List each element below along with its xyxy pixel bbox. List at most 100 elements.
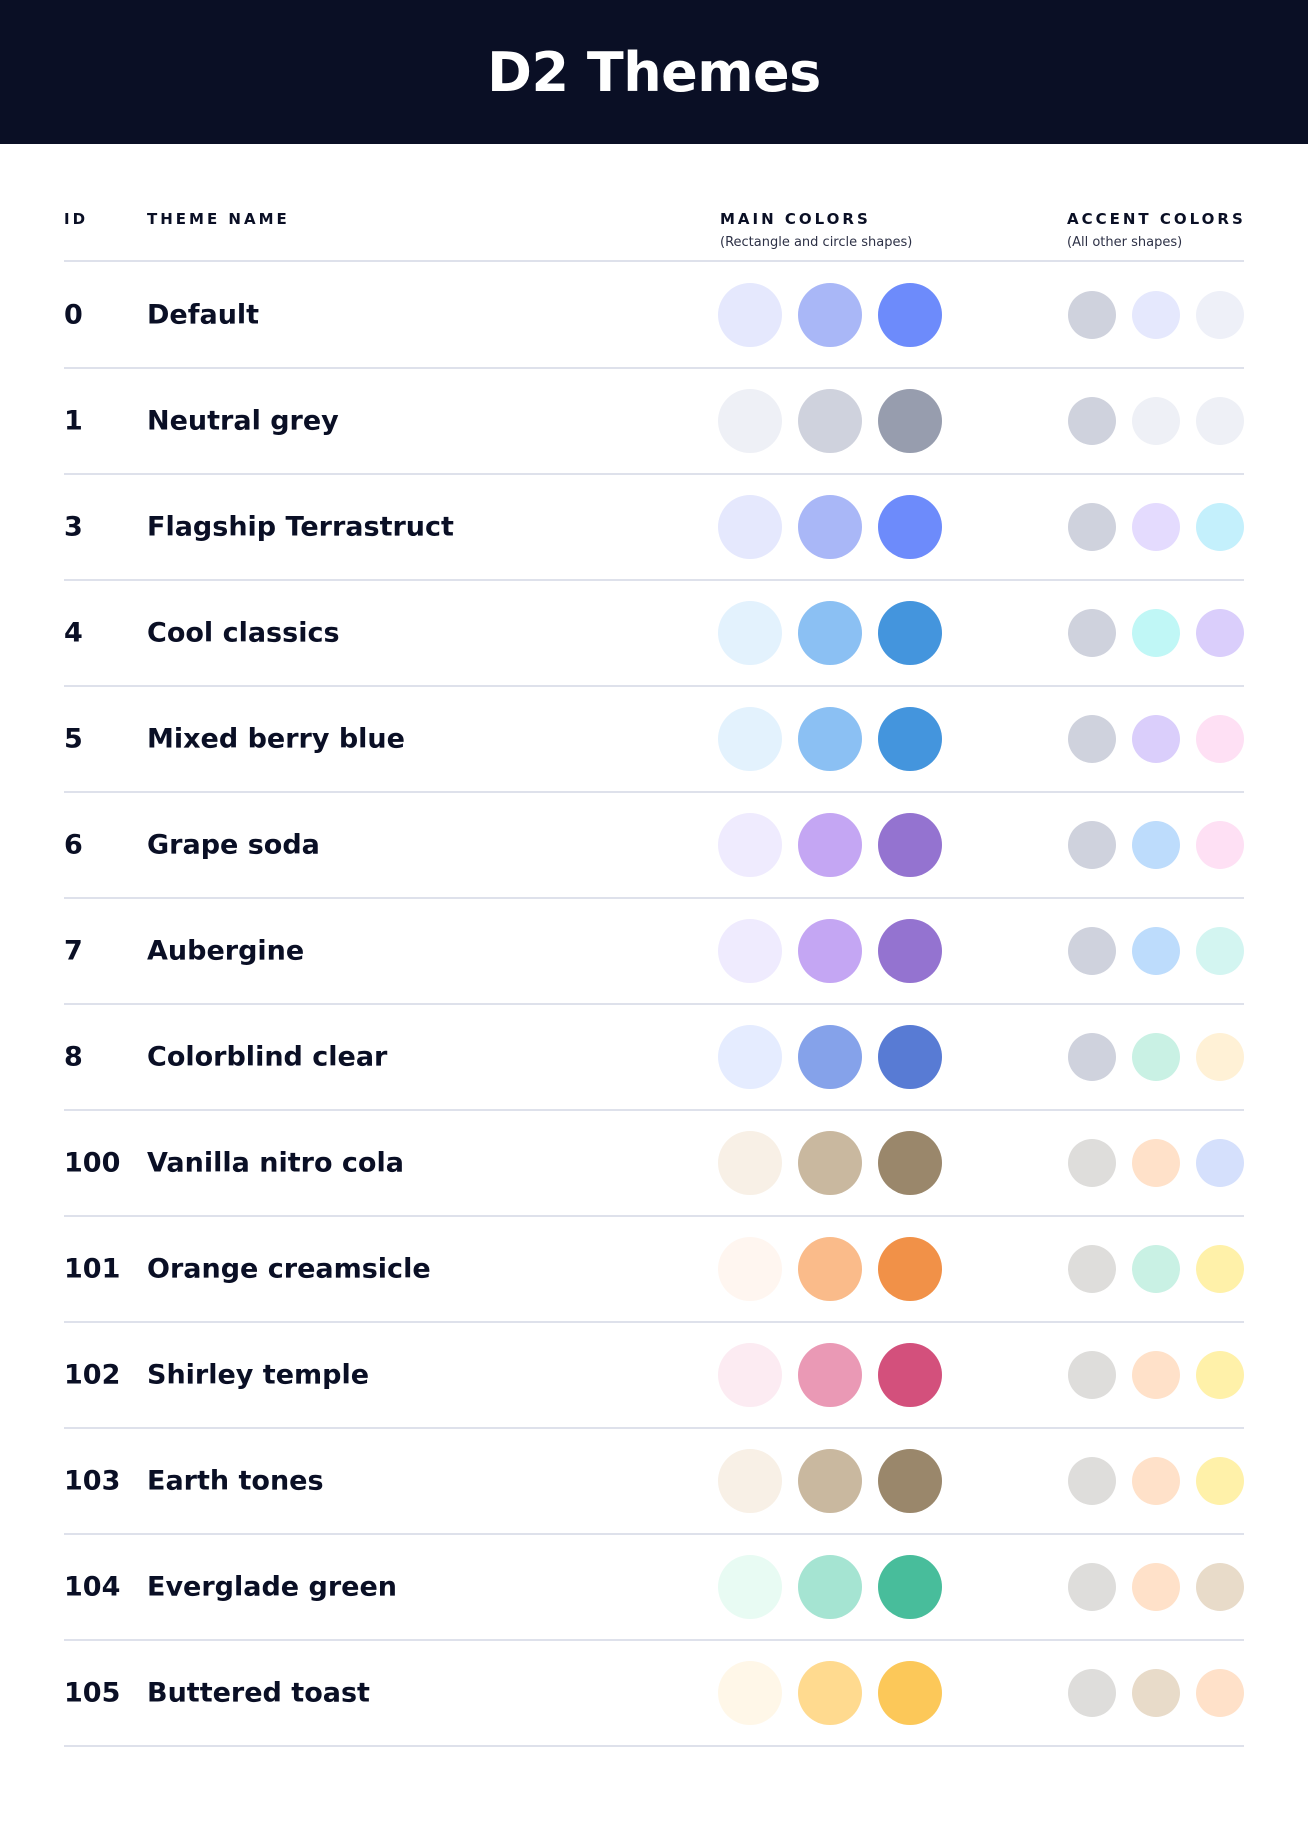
main-color-swatch bbox=[878, 495, 942, 559]
accent-color-swatch bbox=[1196, 609, 1244, 657]
row-divider bbox=[64, 791, 1244, 793]
theme-row: 104 Everglade green bbox=[0, 1534, 1308, 1640]
accent-color-swatch bbox=[1068, 1245, 1116, 1293]
theme-id: 3 bbox=[64, 511, 83, 543]
page-header: D2 Themes bbox=[0, 0, 1308, 144]
main-color-swatch bbox=[798, 1661, 862, 1725]
row-divider bbox=[64, 1321, 1244, 1323]
main-color-swatch bbox=[878, 813, 942, 877]
accent-color-swatch bbox=[1196, 821, 1244, 869]
main-color-swatch bbox=[878, 601, 942, 665]
theme-name: Default bbox=[147, 299, 260, 331]
accent-color-swatch bbox=[1132, 927, 1180, 975]
main-color-swatch bbox=[718, 813, 782, 877]
theme-row: 1 Neutral grey bbox=[0, 368, 1308, 474]
accent-color-swatch bbox=[1132, 1139, 1180, 1187]
accent-color-swatch bbox=[1068, 1351, 1116, 1399]
main-color-swatch bbox=[878, 389, 942, 453]
row-divider bbox=[64, 1745, 1244, 1747]
main-color-swatch bbox=[718, 707, 782, 771]
theme-row: 5 Mixed berry blue bbox=[0, 686, 1308, 792]
accent-color-swatch bbox=[1068, 821, 1116, 869]
main-color-swatch bbox=[878, 1661, 942, 1725]
accent-color-swatch bbox=[1068, 715, 1116, 763]
theme-name: Cool classics bbox=[147, 617, 340, 649]
theme-row: 101 Orange creamsicle bbox=[0, 1216, 1308, 1322]
accent-color-swatch bbox=[1132, 1669, 1180, 1717]
column-header-main-colors: MAIN COLORS bbox=[720, 210, 871, 228]
theme-name: Flagship Terrastruct bbox=[147, 511, 454, 543]
main-color-swatch bbox=[798, 1343, 862, 1407]
accent-color-swatch bbox=[1132, 1563, 1180, 1611]
accent-color-swatch bbox=[1068, 1457, 1116, 1505]
accent-color-swatch bbox=[1068, 503, 1116, 551]
row-divider bbox=[64, 1639, 1244, 1641]
theme-row: 3 Flagship Terrastruct bbox=[0, 474, 1308, 580]
accent-color-swatch bbox=[1132, 609, 1180, 657]
accent-color-swatch bbox=[1068, 927, 1116, 975]
theme-name: Grape soda bbox=[147, 829, 320, 861]
accent-color-swatch bbox=[1196, 503, 1244, 551]
main-color-swatch bbox=[718, 1237, 782, 1301]
accent-color-swatch bbox=[1068, 609, 1116, 657]
main-color-swatch bbox=[718, 389, 782, 453]
accent-color-swatch bbox=[1068, 1669, 1116, 1717]
row-divider bbox=[64, 367, 1244, 369]
theme-row: 8 Colorblind clear bbox=[0, 1004, 1308, 1110]
accent-color-swatch bbox=[1196, 291, 1244, 339]
accent-colors-subtitle: (All other shapes) bbox=[1067, 235, 1183, 250]
column-header-id: ID bbox=[64, 210, 89, 228]
accent-color-swatch bbox=[1068, 1139, 1116, 1187]
main-color-swatch bbox=[878, 283, 942, 347]
accent-color-swatch bbox=[1196, 1351, 1244, 1399]
accent-color-swatch bbox=[1068, 291, 1116, 339]
accent-color-swatch bbox=[1132, 821, 1180, 869]
main-color-swatch bbox=[718, 283, 782, 347]
accent-color-swatch bbox=[1196, 1245, 1244, 1293]
accent-color-swatch bbox=[1196, 1139, 1244, 1187]
page-title: D2 Themes bbox=[487, 40, 821, 104]
theme-row: 100 Vanilla nitro cola bbox=[0, 1110, 1308, 1216]
main-color-swatch bbox=[798, 707, 862, 771]
main-color-swatch bbox=[878, 1237, 942, 1301]
theme-name: Vanilla nitro cola bbox=[147, 1147, 404, 1179]
main-color-swatch bbox=[878, 707, 942, 771]
main-color-swatch bbox=[798, 1131, 862, 1195]
main-color-swatch bbox=[798, 1555, 862, 1619]
main-color-swatch bbox=[878, 1449, 942, 1513]
theme-name: Aubergine bbox=[147, 935, 305, 967]
main-color-swatch bbox=[798, 601, 862, 665]
row-divider bbox=[64, 473, 1244, 475]
theme-name: Neutral grey bbox=[147, 405, 339, 437]
accent-color-swatch bbox=[1196, 715, 1244, 763]
accent-color-swatch bbox=[1068, 1033, 1116, 1081]
main-color-swatch bbox=[798, 813, 862, 877]
accent-color-swatch bbox=[1132, 1245, 1180, 1293]
theme-id: 101 bbox=[64, 1253, 121, 1285]
accent-color-swatch bbox=[1132, 1033, 1180, 1081]
theme-id: 4 bbox=[64, 617, 83, 649]
accent-color-swatch bbox=[1068, 397, 1116, 445]
theme-row: 7 Aubergine bbox=[0, 898, 1308, 1004]
accent-color-swatch bbox=[1132, 1457, 1180, 1505]
main-colors-subtitle: (Rectangle and circle shapes) bbox=[720, 235, 913, 250]
theme-row: 103 Earth tones bbox=[0, 1428, 1308, 1534]
accent-color-swatch bbox=[1196, 1669, 1244, 1717]
accent-color-swatch bbox=[1132, 291, 1180, 339]
accent-color-swatch bbox=[1132, 715, 1180, 763]
main-color-swatch bbox=[718, 1661, 782, 1725]
theme-name: Mixed berry blue bbox=[147, 723, 405, 755]
theme-name: Buttered toast bbox=[147, 1677, 370, 1709]
main-color-swatch bbox=[798, 495, 862, 559]
accent-color-swatch bbox=[1196, 1033, 1244, 1081]
theme-row: 0 Default bbox=[0, 262, 1308, 368]
main-color-swatch bbox=[718, 1131, 782, 1195]
row-divider bbox=[64, 579, 1244, 581]
column-header-accent-colors: ACCENT COLORS bbox=[1067, 210, 1246, 228]
row-divider bbox=[64, 1533, 1244, 1535]
main-color-swatch bbox=[718, 495, 782, 559]
main-color-swatch bbox=[878, 1131, 942, 1195]
main-color-swatch bbox=[798, 1449, 862, 1513]
row-divider bbox=[64, 1109, 1244, 1111]
theme-row: 102 Shirley temple bbox=[0, 1322, 1308, 1428]
